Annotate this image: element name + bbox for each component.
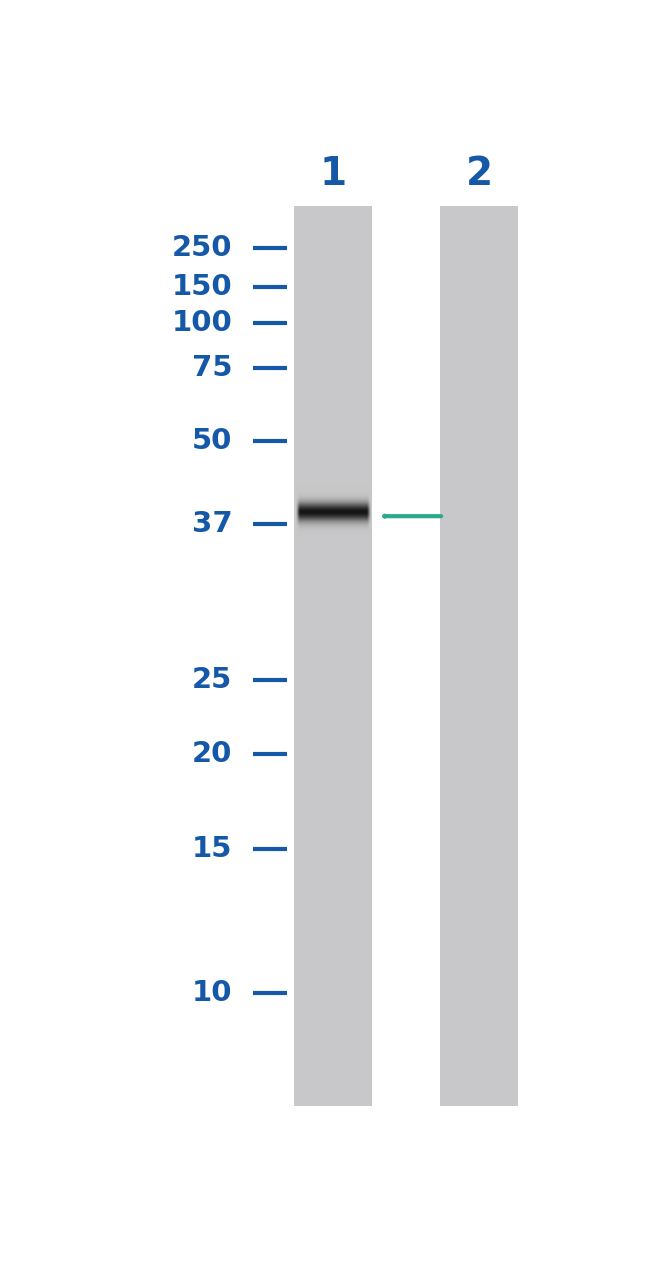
Text: 150: 150	[172, 273, 233, 301]
Text: 20: 20	[192, 740, 233, 768]
Bar	[294, 206, 372, 1106]
Text: 37: 37	[192, 511, 233, 538]
Text: 50: 50	[192, 427, 233, 455]
Text: 15: 15	[192, 834, 233, 862]
Text: 2: 2	[465, 155, 493, 193]
Text: 1: 1	[320, 155, 346, 193]
Bar	[440, 206, 518, 1106]
Text: 75: 75	[192, 353, 233, 381]
Text: 10: 10	[192, 979, 233, 1007]
Text: 25: 25	[192, 667, 233, 695]
Text: 100: 100	[172, 309, 233, 337]
Text: 250: 250	[172, 234, 233, 262]
